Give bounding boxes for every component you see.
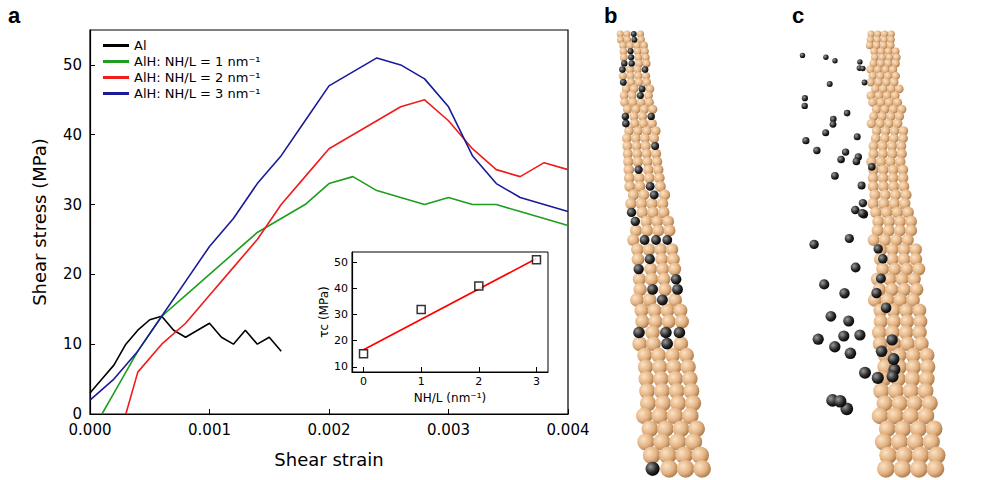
svg-text:50: 50 (63, 56, 82, 74)
svg-text:50: 50 (334, 256, 348, 269)
svg-text:0.000: 0.000 (69, 421, 112, 439)
svg-text:AlH: NH/L = 1 nm⁻¹: AlH: NH/L = 1 nm⁻¹ (134, 54, 260, 69)
svg-text:τc (MPa): τc (MPa) (317, 286, 331, 337)
svg-text:40: 40 (63, 126, 82, 144)
html-text:a: a (8, 3, 21, 28)
svg-text:AlH: NH/L = 3 nm⁻¹: AlH: NH/L = 3 nm⁻¹ (134, 86, 260, 101)
svg-text:0.001: 0.001 (188, 421, 231, 439)
svg-text:0: 0 (72, 405, 82, 423)
svg-text:10: 10 (63, 335, 82, 353)
svg-text:Al: Al (134, 38, 147, 53)
svg-text:Shear stress (MPa): Shear stress (MPa) (29, 138, 50, 306)
svg-text:NH/L (nm⁻¹): NH/L (nm⁻¹) (414, 391, 486, 405)
svg-text:Shear strain: Shear strain (274, 449, 383, 470)
svg-text:2: 2 (475, 375, 482, 388)
svg-text:40: 40 (334, 282, 348, 295)
html-text:c: c (792, 3, 805, 28)
html-text:b: b (604, 3, 618, 28)
svg-text:3: 3 (533, 375, 540, 388)
svg-text:0.002: 0.002 (308, 421, 351, 439)
svg-text:20: 20 (334, 334, 348, 347)
svg-text:AlH: NH/L = 2 nm⁻¹: AlH: NH/L = 2 nm⁻¹ (134, 70, 260, 85)
svg-text:1: 1 (418, 375, 425, 388)
svg-text:0.003: 0.003 (427, 421, 470, 439)
svg-text:30: 30 (334, 308, 348, 321)
svg-text:10: 10 (334, 360, 348, 373)
svg-text:0: 0 (360, 375, 367, 388)
svg-text:0.004: 0.004 (547, 421, 590, 439)
svg-text:20: 20 (63, 265, 82, 283)
svg-text:30: 30 (63, 196, 82, 214)
